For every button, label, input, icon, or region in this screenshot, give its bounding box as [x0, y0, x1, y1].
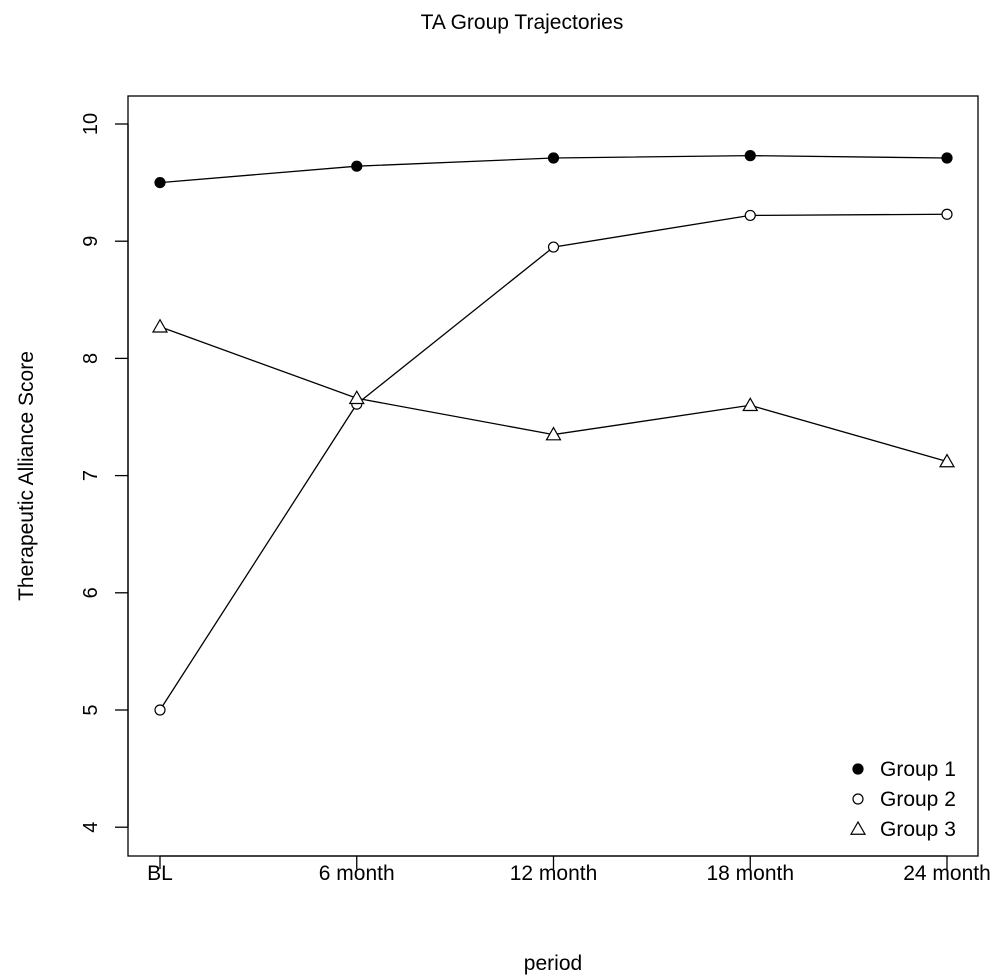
- x-tick-label: BL: [147, 862, 173, 885]
- series-3-point: [151, 318, 169, 333]
- legend-marker-1: [852, 763, 864, 775]
- series-1-point: [154, 177, 166, 189]
- series-3-point: [938, 453, 956, 468]
- legend: Group 1 Group 2 Group 3: [849, 758, 956, 841]
- x-tick-label: 24 month: [903, 862, 991, 885]
- series-1-point: [744, 150, 756, 162]
- y-tick-label: 6: [80, 587, 102, 598]
- legend-label-3: Group 3: [880, 818, 956, 841]
- legend-marker-2: [852, 793, 864, 805]
- series-1-point: [547, 152, 560, 164]
- x-axis-label: period: [524, 952, 582, 975]
- series-2-point: [547, 241, 560, 253]
- y-axis-label: Therapeutic Alliance Score: [15, 351, 38, 601]
- y-tick-label: 8: [80, 353, 102, 364]
- y-tick-label: 9: [80, 236, 102, 247]
- x-tick-label: 12 month: [510, 862, 598, 885]
- series-1-point: [351, 160, 363, 172]
- series-2-point: [744, 209, 756, 222]
- series-2: [154, 208, 953, 716]
- plot-box: [127, 95, 979, 857]
- series-1-point: [941, 152, 953, 164]
- series-2-point: [941, 208, 953, 220]
- series-3-point: [348, 390, 365, 405]
- series-2-line: [159, 213, 948, 711]
- series-3: [151, 318, 956, 468]
- y-tick-label: 10: [80, 113, 102, 135]
- y-tick-label: 5: [80, 704, 102, 715]
- series-1: [154, 150, 953, 189]
- x-tick-label: 18 month: [706, 862, 794, 885]
- series-2-point: [154, 704, 166, 716]
- series-3-line: [159, 326, 948, 463]
- series-3-point: [742, 397, 759, 412]
- series-3-point: [545, 426, 562, 441]
- legend-marker-3: [849, 820, 867, 835]
- y-axis: 4 5 6 7 8 9 10: [80, 113, 129, 833]
- y-tick-label: 7: [80, 470, 102, 481]
- legend-label-2: Group 2: [880, 788, 956, 811]
- x-tick-label: 6 month: [319, 862, 395, 885]
- series-layer: [151, 150, 956, 716]
- chart-title: TA Group Trajectories: [421, 11, 624, 34]
- y-tick-label: 4: [80, 822, 102, 833]
- x-axis: BL 6 month 12 month 18 month 24 month: [147, 855, 991, 885]
- legend-label-1: Group 1: [880, 758, 956, 781]
